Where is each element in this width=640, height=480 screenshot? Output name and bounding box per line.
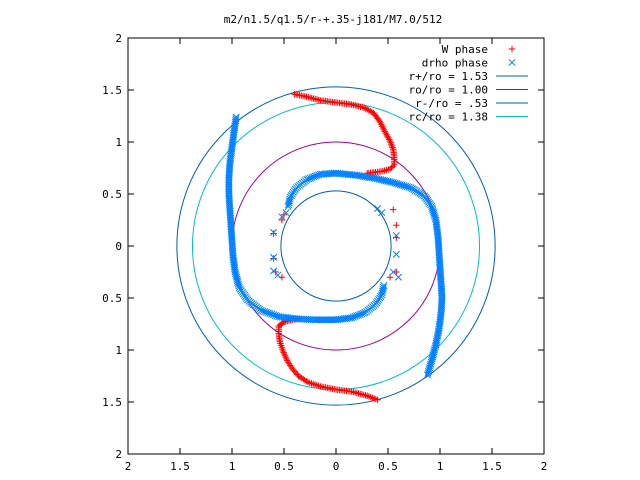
y-tick-label: 1: [115, 136, 122, 149]
data-point: [438, 296, 446, 304]
x-tick-label: 1: [229, 460, 236, 473]
data-point: [388, 164, 395, 171]
legend-label: rc/ro = 1.38: [409, 111, 488, 124]
data-point: [225, 174, 233, 182]
data-point: [380, 281, 388, 290]
data-point: [318, 316, 326, 324]
y-tick-label: 1.5: [102, 396, 122, 409]
data-point: [270, 230, 277, 237]
legend-marker: [508, 45, 516, 53]
legend-label: drho phase: [422, 57, 488, 70]
data-point: [392, 232, 400, 240]
legend-marker: [508, 58, 516, 67]
data-point: [225, 180, 233, 188]
x-tick-label: 2: [541, 460, 548, 473]
x-tick-label: 0: [333, 460, 340, 473]
data-point: [323, 316, 331, 324]
legend-label: ro/ro = 1.00: [409, 84, 488, 97]
y-tick-label: 2: [115, 32, 122, 45]
data-point: [270, 255, 277, 262]
data-point: [392, 250, 400, 258]
data-point: [225, 178, 233, 186]
x-tick-label: 0.5: [378, 460, 398, 473]
data-point: [389, 163, 397, 170]
data-point: [281, 352, 289, 359]
circle-0: [176, 86, 496, 406]
data-point: [282, 354, 289, 361]
data-point: [391, 161, 398, 169]
data-point: [225, 186, 233, 195]
data-point: [327, 316, 335, 324]
legend-label: W phase: [442, 43, 488, 56]
y-tick-label: 0.5: [102, 188, 122, 201]
data-point: [225, 176, 233, 184]
data-point: [305, 175, 313, 183]
series-0: [270, 90, 400, 404]
data-point: [283, 355, 290, 363]
data-point: [320, 316, 328, 324]
x-tick-label: 0.5: [274, 460, 294, 473]
data-point: [282, 209, 290, 217]
data-point: [285, 201, 293, 209]
data-point: [270, 253, 278, 261]
data-point: [225, 181, 233, 189]
data-point: [359, 309, 367, 317]
data-point: [315, 316, 323, 324]
data-point: [325, 316, 333, 324]
x-tick-label: 1: [437, 460, 444, 473]
data-point: [274, 271, 282, 279]
data-point: [278, 216, 286, 224]
data-point: [322, 316, 330, 324]
data-point: [313, 316, 321, 324]
data-point: [280, 349, 287, 356]
x-tick-label: 1.5: [482, 460, 502, 473]
circle-2: [280, 190, 392, 302]
data-point: [283, 357, 291, 364]
data-point: [284, 202, 292, 211]
y-tick-label: 1: [115, 344, 122, 357]
data-point: [390, 206, 397, 213]
y-tick-label: 1.5: [102, 84, 122, 97]
legend-label: r+/ro = 1.53: [409, 70, 488, 83]
data-point: [225, 185, 233, 193]
legend-label: r-/ro = .53: [415, 97, 488, 110]
y-tick-label: 0.5: [102, 292, 122, 305]
data-point: [281, 350, 288, 358]
chart-title: m2/n1.5/q1.5/r-+.35-j181/M7.0/512: [224, 13, 443, 26]
data-point: [279, 319, 286, 327]
data-point: [394, 273, 402, 281]
x-tick-label: 1.5: [170, 460, 190, 473]
y-tick-label: 0: [115, 240, 122, 253]
data-point: [393, 222, 400, 229]
data-point: [378, 209, 386, 217]
data-point: [225, 183, 233, 191]
y-tick-label: 2: [115, 448, 122, 461]
series-1: [225, 113, 446, 379]
data-point: [272, 268, 279, 276]
data-point: [379, 283, 387, 291]
data-point: [393, 268, 400, 276]
data-point: [270, 228, 278, 237]
data-point: [386, 136, 393, 143]
data-point: [334, 169, 342, 177]
x-tick-label: 2: [125, 460, 132, 473]
data-point: [311, 316, 319, 324]
data-point: [316, 316, 324, 324]
